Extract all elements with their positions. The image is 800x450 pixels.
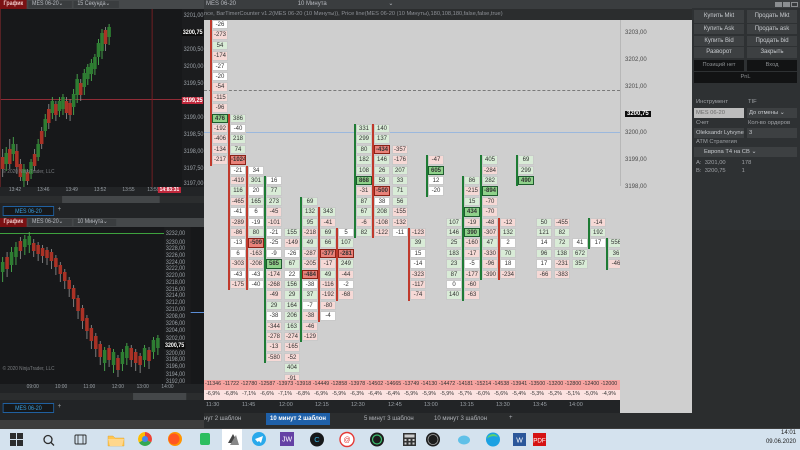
svg-text:@: @ <box>343 437 350 444</box>
svg-text:C: C <box>314 435 320 444</box>
svg-text:JW: JW <box>282 437 293 444</box>
svg-text:W: W <box>516 438 523 445</box>
svg-text:PDF: PDF <box>533 438 546 445</box>
